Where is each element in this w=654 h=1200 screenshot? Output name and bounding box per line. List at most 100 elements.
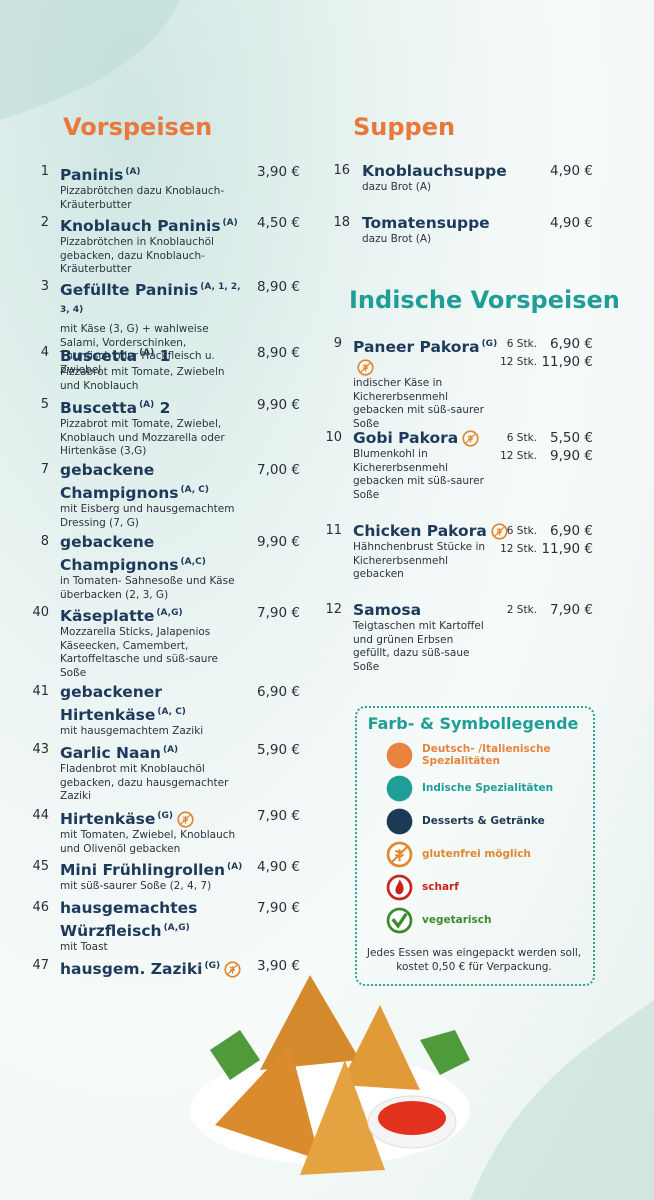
item-number: 9: [333, 336, 342, 351]
item-description: Teigtaschen mit Kartoffel und grünen Erb…: [353, 620, 484, 673]
item-name: Buscetta (A) 2: [60, 395, 245, 418]
item-description: Fladenbrot mit Knoblauchöl gebacken, daz…: [60, 763, 229, 802]
legend-label: Deutsch- /Italienische Spezialitäten: [422, 743, 551, 767]
allergens: (A): [139, 348, 155, 358]
item-number: 11: [325, 523, 342, 538]
item-price: 4,50 €: [257, 215, 300, 231]
item-name: Samosa: [353, 600, 513, 620]
legend-icon: [386, 808, 413, 835]
item-title: Hirtenkäse: [60, 810, 156, 829]
item-number: 47: [32, 958, 49, 973]
item-name: Garlic Naan (A): [60, 740, 245, 763]
item-description: Pizzabrötchen in Knoblauchöl gebacken, d…: [60, 236, 214, 275]
legend-label: glutenfrei möglich: [422, 848, 531, 860]
legend-icon-holder: [382, 874, 413, 901]
allergens: (A,C): [180, 557, 206, 567]
item-name: Mini Frühlingrollen (A): [60, 857, 245, 880]
item-quantity: 6 Stk.: [506, 432, 537, 444]
item-number: 12: [325, 602, 342, 617]
gluten-free-icon: [224, 961, 241, 978]
item-price: 7,90 €: [257, 900, 300, 916]
item-number: 5: [40, 397, 49, 412]
item-price: 6,90 €: [550, 336, 593, 352]
item-suffix: 1: [159, 347, 171, 366]
item-description: Blumenkohl in Kichererbsenmehl gebacken …: [353, 448, 484, 501]
item-name: gebackene Champignons (A, C): [60, 460, 245, 503]
item-number: 41: [32, 684, 49, 699]
item-number: 44: [32, 808, 49, 823]
legend-label: vegetarisch: [422, 914, 492, 926]
allergens: (G): [204, 961, 221, 971]
item-price: 6,90 €: [550, 523, 593, 539]
item-title: Mini Frühlingrollen: [60, 861, 226, 880]
section-title: Indische Vorspeisen: [349, 286, 620, 314]
item-title: Käseplatte: [60, 607, 155, 626]
item-name: Gefüllte Paninis (A, 1, 2, 3, 4): [60, 277, 245, 323]
item-price: 11,90 €: [541, 354, 593, 370]
allergens: (A): [162, 745, 179, 755]
legend-icon-holder: [382, 742, 413, 769]
item-description: mit Toast: [60, 941, 108, 953]
legend-note: Jedes Essen was eingepackt werden soll, …: [366, 947, 582, 973]
item-title: Buscetta: [60, 347, 138, 366]
legend-label: Desserts & Getränke: [422, 815, 545, 827]
item-price: 5,50 €: [550, 430, 593, 446]
item-description: mit Käse (3, G) + wahlweise Salami, Vord…: [60, 323, 215, 376]
item-title: gebackener Hirtenkäse: [60, 683, 162, 725]
item-price: 9,90 €: [550, 448, 593, 464]
gluten-free-icon: [491, 523, 508, 540]
item-title: Garlic Naan: [60, 744, 161, 763]
item-price: 6,90 €: [257, 684, 300, 700]
item-number: 46: [32, 900, 49, 915]
legend-box: [355, 706, 595, 986]
item-description: Pizzabrot mit Tomate, Zwiebeln und Knobl…: [60, 366, 225, 392]
item-description: Mozzarella Sticks, Jalapenios Käseecken,…: [60, 626, 218, 679]
allergens: (A, C): [180, 485, 209, 495]
item-price: 8,90 €: [257, 279, 300, 295]
allergens: (A): [227, 862, 243, 872]
item-number: 7: [40, 462, 49, 477]
item-title: hausgem. Zaziki: [60, 960, 203, 979]
item-name: Knoblauch Paninis (A): [60, 213, 245, 236]
item-price: 9,90 €: [257, 397, 300, 413]
item-number: 18: [333, 215, 350, 230]
item-description: Hähnchenbrust Stücke in Kichererbsenmehl…: [353, 541, 486, 580]
allergens: (A): [222, 218, 238, 228]
item-description: mit süß-saurer Soße (2, 4, 7): [60, 880, 212, 892]
item-name: Chicken Pakora: [353, 521, 513, 541]
item-price: 5,90 €: [257, 742, 300, 758]
item-description: in Tomaten- Sahnesoße und Käse überbacke…: [60, 575, 235, 601]
allergens: (A,G): [163, 923, 190, 933]
item-price: 7,90 €: [257, 808, 300, 824]
legend-icon: [386, 874, 413, 901]
item-name: Buscetta (A) 1: [60, 343, 245, 366]
item-number: 3: [40, 279, 49, 294]
allergens: (A,G): [156, 608, 183, 618]
item-number: 1: [40, 164, 49, 179]
legend-label: Indische Spezialitäten: [422, 782, 554, 794]
legend-icon-holder: [382, 907, 413, 934]
legend-icon: [386, 742, 413, 769]
item-name: Tomatensuppe: [362, 213, 542, 233]
item-title: Samosa: [353, 601, 422, 619]
item-title: Paninis: [60, 166, 124, 185]
item-number: 45: [32, 859, 49, 874]
legend-icon-holder: [382, 808, 413, 835]
item-price: 3,90 €: [257, 164, 300, 180]
legend-icon-holder: [382, 775, 413, 802]
item-title: Chicken Pakora: [353, 522, 487, 540]
item-description: dazu Brot (A): [362, 181, 432, 193]
item-number: 40: [32, 605, 49, 620]
item-title: gebackene Champignons: [60, 461, 179, 503]
item-quantity: 6 Stk.: [506, 525, 537, 537]
item-number: 2: [40, 215, 49, 230]
gluten-free-icon: [357, 359, 374, 376]
item-title: Gefüllte Paninis: [60, 281, 199, 300]
item-price: 7,90 €: [257, 605, 300, 621]
item-number: 43: [32, 742, 49, 757]
item-quantity: 12 Stk.: [500, 543, 537, 555]
item-title: Gobi Pakora: [353, 429, 459, 447]
allergens: (A): [139, 400, 155, 410]
